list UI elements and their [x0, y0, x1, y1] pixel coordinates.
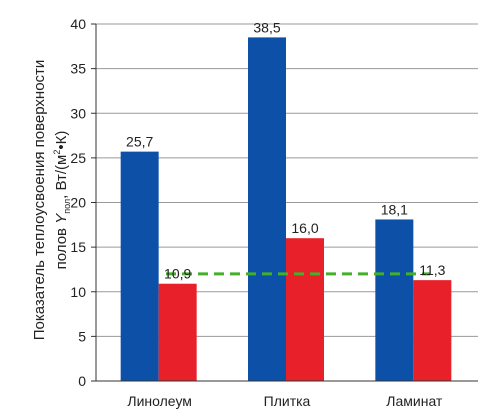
y-axis-title-symbol: Y: [53, 213, 70, 224]
x-axis-categories: Линолеум Плитка Ламинат: [127, 393, 443, 409]
data-label-0-0: 25,7: [126, 134, 153, 150]
y-axis-title-symbol-subscript: пол: [62, 199, 72, 214]
y-tick-label-40: 40: [70, 16, 86, 32]
y-axis-title-unit: , Вт/(м: [53, 155, 70, 199]
data-label-1-1: 16,0: [291, 220, 318, 236]
y-tick-label-30: 30: [70, 105, 86, 121]
y-tick-label-15: 15: [70, 239, 86, 255]
data-label-1-0: 38,5: [253, 19, 280, 35]
category-label-0: Линолеум: [127, 393, 191, 409]
bar-0-0: [120, 151, 159, 381]
category-label-1: Плитка: [264, 393, 311, 409]
y-axis-ticks: 0 5 10 15 20 25 30 35 40: [70, 16, 96, 389]
bar-2-0: [375, 219, 414, 381]
category-label-2: Ламинат: [386, 393, 443, 409]
y-tick-label-5: 5: [78, 328, 86, 344]
bar-2-1: [413, 280, 452, 381]
y-tick-label-10: 10: [70, 284, 86, 300]
data-label-2-1: 11,3: [419, 262, 445, 278]
y-axis-title-line1: Показатель теплоусвоения поверхности: [31, 60, 48, 341]
data-label-2-0: 18,1: [381, 201, 408, 217]
y-tick-label-35: 35: [70, 61, 86, 77]
y-tick-label-0: 0: [78, 373, 86, 389]
y-tick-label-20: 20: [70, 195, 86, 211]
bar-1-0: [248, 37, 286, 381]
bars: [120, 37, 452, 381]
y-axis-title-unit-end: •К): [53, 131, 70, 150]
y-axis-title-prefix: полов: [53, 224, 70, 270]
bar-1-1: [286, 238, 324, 381]
data-label-0-1: 10,9: [164, 266, 191, 282]
y-axis-title-unit-superscript: 2: [52, 150, 62, 155]
y-axis-title-line2: полов Yпол, Вт/(м2•К): [52, 131, 72, 270]
data-labels: 25,7 10,9 38,5 16,0 18,1 11,3: [126, 19, 446, 281]
bar-0-1: [158, 283, 197, 381]
y-tick-label-25: 25: [70, 150, 86, 166]
y-axis-title: Показатель теплоусвоения поверхности пол…: [31, 60, 72, 341]
